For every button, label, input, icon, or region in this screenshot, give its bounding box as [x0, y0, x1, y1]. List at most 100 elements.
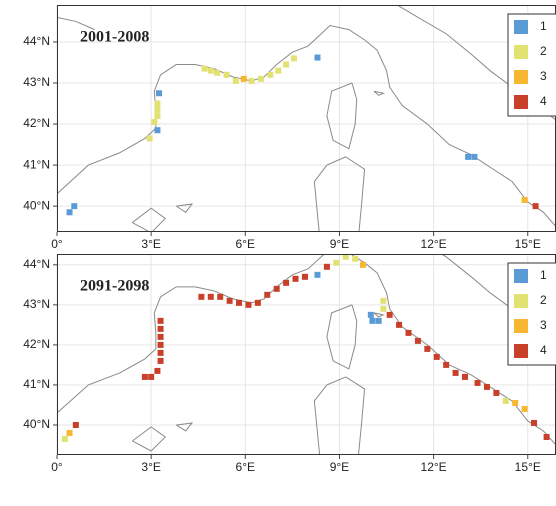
coastal-cell: [502, 397, 509, 404]
legend-swatch: [514, 344, 528, 358]
coastal-cell: [283, 61, 290, 68]
y-tick-label: 40°N: [23, 198, 50, 212]
coastal-cell: [290, 55, 297, 62]
x-tick-label: 0°: [51, 237, 63, 251]
x-tick-label: 15°E: [515, 237, 541, 251]
coastal-cell: [154, 127, 161, 134]
map-panel: 0° 3°E 6°E 9°E 12°E 15°E 40°N 41°N 42°N 43°N 44°N 2…: [23, 5, 556, 251]
coastal-cell: [154, 106, 161, 113]
coastal-cell: [367, 311, 374, 318]
coastal-cell: [154, 367, 161, 374]
coastline: [57, 16, 95, 31]
panel-title: 2001-2008: [80, 29, 149, 46]
coastal-cell: [207, 67, 214, 74]
legend-swatch: [514, 269, 528, 283]
x-tick-label: 6°E: [236, 237, 255, 251]
coastal-cell: [154, 112, 161, 119]
coastal-cell: [226, 297, 233, 304]
coastal-cell: [232, 77, 239, 84]
cells: [61, 254, 550, 442]
legend-label: 4: [540, 94, 547, 108]
legend-label: 2: [540, 293, 547, 307]
coastal-cell: [424, 345, 431, 352]
coastline: [57, 254, 556, 446]
coastal-cell: [71, 203, 78, 210]
x-tick-label: 0°: [51, 460, 63, 474]
coastline: [313, 376, 366, 455]
coastal-cell: [236, 299, 243, 306]
coastal-cell: [214, 69, 221, 76]
coastal-cell: [201, 65, 208, 72]
coastal-cell: [267, 71, 274, 78]
coastal-cell: [245, 301, 252, 308]
coastal-cell: [532, 203, 539, 210]
legend-swatch: [514, 95, 528, 109]
y-tick-label: 43°N: [23, 297, 50, 311]
y-tick-label: 40°N: [23, 417, 50, 431]
coastal-cell: [471, 153, 478, 160]
coastal-cell: [157, 349, 164, 356]
x-tick-label: 12°E: [421, 237, 447, 251]
coastal-cell: [512, 399, 519, 406]
legend-label: 3: [540, 69, 547, 83]
legend-swatch: [514, 294, 528, 308]
panel-title: 2091-2098: [80, 278, 149, 295]
y-tick-label: 42°N: [23, 337, 50, 351]
coastal-cell: [157, 357, 164, 364]
coastal-cell: [283, 279, 290, 286]
plot-background: [57, 5, 556, 232]
coastal-cell: [66, 209, 73, 216]
coastal-cell: [369, 317, 376, 324]
coastal-cell: [301, 273, 308, 280]
coastal-cell: [275, 67, 282, 74]
coastal-cell: [264, 291, 271, 298]
y-tick-label: 44°N: [23, 34, 50, 48]
coastline: [132, 207, 167, 232]
coastal-cell: [207, 293, 214, 300]
coastal-cell: [157, 341, 164, 348]
coastal-cell: [386, 311, 393, 318]
legend-swatch: [514, 319, 528, 333]
coastal-cell: [248, 77, 255, 84]
coastal-cell: [461, 373, 468, 380]
legend-swatch: [514, 70, 528, 84]
coastal-cell: [146, 135, 153, 142]
coastal-cell: [223, 71, 230, 78]
coastal-cell: [543, 433, 550, 440]
coastal-cell: [474, 379, 481, 386]
coastal-cell: [157, 333, 164, 340]
coastal-cell: [72, 421, 79, 428]
coastline: [373, 90, 386, 96]
coastline: [132, 426, 167, 452]
coastal-cell: [375, 317, 382, 324]
legend-label: 1: [540, 268, 547, 282]
coastal-cell: [61, 435, 68, 442]
legend-label: 1: [540, 19, 547, 33]
coastal-cell: [254, 299, 261, 306]
coastal-cell: [273, 285, 280, 292]
y-tick-label: 41°N: [23, 377, 50, 391]
x-tick-label: 9°E: [330, 237, 349, 251]
coastal-cell: [198, 293, 205, 300]
coastal-cell: [217, 293, 224, 300]
cells: [66, 54, 539, 216]
x-tick-label: 3°E: [141, 460, 160, 474]
coastal-cell: [157, 317, 164, 324]
coastline: [326, 82, 358, 150]
legend: 1 2 3 4: [507, 262, 556, 366]
coastal-cell: [405, 329, 412, 336]
coastline: [326, 304, 358, 370]
y-tick-label: 41°N: [23, 157, 50, 171]
legend-label: 3: [540, 318, 547, 332]
coastal-cell: [414, 337, 421, 344]
coastal-cell: [380, 305, 387, 312]
coastal-cell: [323, 263, 330, 270]
coastal-cell: [396, 321, 403, 328]
coastal-cell: [151, 118, 158, 125]
x-tick-label: 15°E: [515, 460, 541, 474]
coastal-cell: [521, 405, 528, 412]
coastal-cell: [433, 353, 440, 360]
coastline: [175, 203, 194, 213]
coastline: [175, 422, 194, 432]
coastal-cell: [141, 373, 148, 380]
